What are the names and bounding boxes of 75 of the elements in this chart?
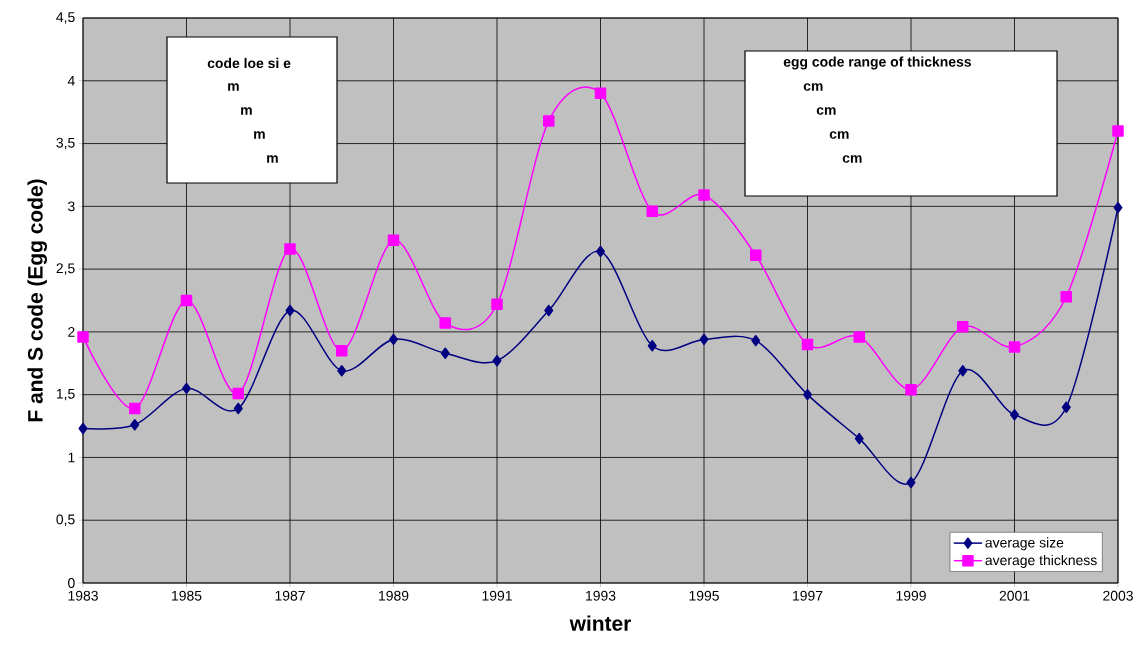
annotation: m: [267, 155, 278, 163]
annotation: cm: [829, 131, 849, 139]
x-tick-label: 1989: [379, 590, 409, 601]
annotation: m: [254, 131, 265, 139]
point: [285, 304, 295, 317]
point: [596, 245, 606, 258]
point: [699, 333, 709, 346]
y-tick-label: 2: [68, 327, 75, 337]
x-tick-label: 1999: [896, 590, 926, 601]
x-tick-label: 1997: [793, 590, 823, 601]
point: [544, 304, 554, 317]
point: [491, 298, 503, 311]
point: [594, 87, 607, 100]
annotation: cm: [803, 83, 823, 91]
point: [130, 419, 140, 431]
y-tick-label: 0: [68, 578, 75, 588]
y-tick-label: 4,5: [56, 12, 75, 24]
y-tick-label: 2,5: [56, 263, 75, 275]
point: [1008, 341, 1021, 353]
point: [646, 205, 659, 218]
point: [78, 422, 88, 435]
y-axis-title: F and S code (Egg code): [27, 179, 47, 422]
point: [1010, 409, 1020, 421]
x-tick-label: 2001: [999, 590, 1030, 601]
y-tick-label: 3: [68, 201, 75, 212]
x-tick-label: 1987: [275, 590, 305, 601]
point: [854, 432, 864, 445]
annotation: m: [241, 107, 252, 115]
point: [958, 365, 968, 377]
point: [906, 476, 916, 489]
point: [336, 344, 348, 357]
x-tick-label: 1985: [172, 590, 202, 601]
y-tick-label: 3,5: [56, 137, 75, 150]
point: [232, 387, 244, 400]
x-tick-label: 1993: [586, 590, 616, 601]
point: [957, 321, 969, 333]
point: [750, 249, 762, 262]
point: [77, 331, 89, 343]
point: [801, 338, 814, 351]
point: [698, 189, 710, 201]
legend-label: average size: [985, 537, 1064, 551]
x-tick-label: 1991: [482, 590, 512, 601]
point: [647, 339, 657, 352]
point: [543, 115, 555, 127]
point: [337, 365, 347, 377]
point: [1113, 201, 1123, 214]
legend-label: average thickness: [985, 554, 1097, 568]
y-tick-label: 1,5: [56, 388, 75, 401]
annotation: egg code range of thickness: [783, 56, 971, 70]
x-tick-label: 1983: [68, 590, 98, 601]
point: [1112, 125, 1124, 137]
point: [284, 243, 296, 255]
point: [1060, 290, 1073, 303]
point: [905, 383, 917, 396]
point: [751, 334, 761, 347]
annotation: code loe si e: [207, 57, 291, 69]
x-axis-title: winter: [569, 615, 631, 631]
point: [803, 388, 813, 401]
point: [853, 331, 866, 343]
point: [387, 234, 400, 246]
point: [233, 402, 243, 415]
point: [180, 294, 193, 307]
point: [440, 347, 450, 359]
annotation: m: [228, 83, 239, 91]
annotation: cm: [842, 155, 862, 163]
annotation: cm: [816, 107, 836, 115]
point: [439, 317, 451, 329]
point: [492, 355, 502, 367]
y-tick-label: 0,5: [56, 514, 75, 526]
x-tick-label: 2003: [1103, 590, 1133, 601]
x-tick-label: 1995: [689, 590, 719, 601]
y-tick-label: 4: [67, 75, 75, 86]
point: [129, 402, 141, 415]
point: [1061, 401, 1071, 413]
y-tick-label: 1: [68, 452, 75, 463]
